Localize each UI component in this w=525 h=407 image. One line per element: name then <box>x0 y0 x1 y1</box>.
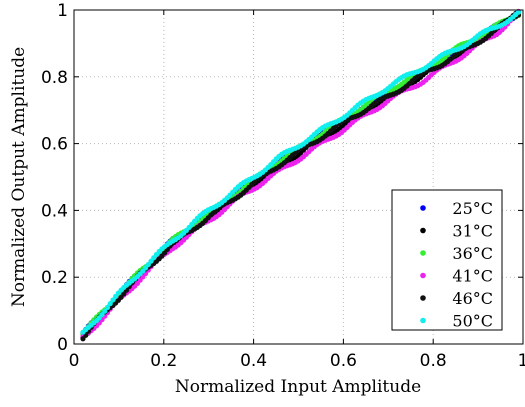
x-tick-label: 0.8 <box>420 351 447 371</box>
legend-label: 46°C <box>452 289 493 308</box>
data-point <box>107 301 113 307</box>
x-axis-title: Normalized Input Amplitude <box>175 377 421 397</box>
legend-marker <box>420 227 426 234</box>
legend-marker <box>420 250 426 256</box>
data-point <box>102 308 108 314</box>
plot-frame <box>73 9 524 345</box>
data-point <box>104 304 111 311</box>
legend-marker <box>420 317 426 324</box>
y-tick-label: 0 <box>57 335 68 355</box>
data-point <box>121 291 127 297</box>
grid <box>74 10 523 344</box>
data-point <box>515 9 522 15</box>
legend-marker <box>420 295 426 301</box>
x-tick-label: 0.6 <box>330 351 357 371</box>
legend-label: 36°C <box>452 244 493 263</box>
y-tick-label: 0.6 <box>41 135 68 155</box>
data-points <box>80 8 522 342</box>
y-tick-label: 1 <box>57 1 68 21</box>
series-5 <box>80 9 522 335</box>
x-tick-label: 0.4 <box>240 351 267 371</box>
data-point <box>110 297 116 303</box>
legend: 25°C 31°C 36°C 41°C 46°C 50°C <box>391 189 503 331</box>
y-tick-label: 0.2 <box>41 268 68 288</box>
legend-box <box>391 189 503 331</box>
data-point <box>80 336 86 342</box>
x-tick-label: 1 <box>518 351 525 371</box>
y-axis-title: Normalized Output Amplitude <box>9 47 29 307</box>
axis-ticks: 0 0.2 0.4 0.6 0.8 1 0 0.2 0.4 0.6 0.8 1 <box>41 1 525 371</box>
x-tick-label: 0 <box>69 351 80 371</box>
legend-marker <box>420 272 426 279</box>
legend-label: 50°C <box>452 312 493 331</box>
y-tick-label: 0.4 <box>41 201 68 221</box>
x-tick-label: 0.2 <box>150 351 177 371</box>
y-tick-label: 0.8 <box>41 68 68 88</box>
legend-label: 31°C <box>452 222 493 241</box>
legend-marker <box>420 205 426 211</box>
legend-label: 25°C <box>452 199 493 218</box>
legend-label: 41°C <box>452 267 493 286</box>
